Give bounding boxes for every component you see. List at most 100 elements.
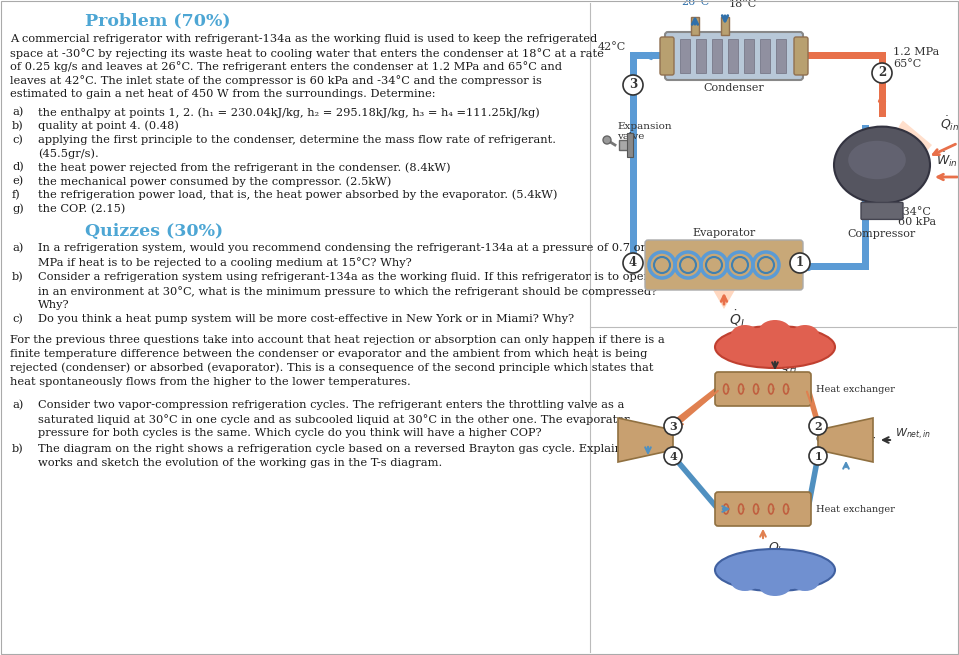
Ellipse shape — [731, 573, 759, 591]
Text: $W_{net,in}$: $W_{net,in}$ — [895, 426, 931, 441]
Text: Why?: Why? — [38, 299, 70, 310]
Polygon shape — [618, 418, 673, 462]
Ellipse shape — [834, 126, 930, 204]
Text: f): f) — [12, 190, 21, 200]
Bar — [776, 39, 786, 73]
Bar — [760, 39, 770, 73]
Wedge shape — [894, 121, 932, 174]
FancyBboxPatch shape — [645, 240, 803, 290]
Text: valve: valve — [617, 132, 644, 141]
Text: A commercial refrigerator with refrigerant-134a as the working fluid is used to : A commercial refrigerator with refrigera… — [10, 34, 597, 44]
FancyBboxPatch shape — [715, 492, 811, 526]
Bar — [630, 190, 637, 270]
Text: 4: 4 — [629, 257, 637, 269]
Text: the COP. (2.15): the COP. (2.15) — [38, 204, 126, 214]
Text: 4: 4 — [669, 451, 677, 462]
Ellipse shape — [848, 141, 906, 179]
Text: leaves at 42°C. The inlet state of the compressor is 60 kPa and -34°C and the co: leaves at 42°C. The inlet state of the c… — [10, 75, 542, 86]
Text: $\dot{W}_{in}$: $\dot{W}_{in}$ — [936, 151, 958, 169]
Ellipse shape — [715, 326, 835, 368]
Text: a): a) — [12, 244, 23, 253]
Bar — [691, 17, 699, 35]
Text: 2: 2 — [877, 67, 886, 79]
FancyBboxPatch shape — [715, 372, 811, 406]
FancyBboxPatch shape — [665, 32, 803, 80]
Text: Warm
environment: Warm environment — [738, 333, 812, 352]
Text: –34°C: –34°C — [898, 208, 932, 217]
Ellipse shape — [759, 576, 791, 596]
Text: space at -30°C by rejecting its waste heat to cooling water that enters the cond: space at -30°C by rejecting its waste he… — [10, 48, 604, 59]
Bar — [630, 52, 668, 59]
Bar — [862, 125, 869, 270]
Text: Consider a refrigeration system using refrigerant-134a as the working fluid. If : Consider a refrigeration system using re… — [38, 272, 667, 282]
Text: c): c) — [12, 314, 23, 325]
Bar — [696, 39, 706, 73]
Text: 3: 3 — [629, 79, 637, 92]
Text: d): d) — [12, 162, 24, 172]
Circle shape — [664, 417, 682, 435]
Ellipse shape — [715, 549, 835, 591]
Text: Heat exchanger: Heat exchanger — [816, 384, 895, 394]
Bar — [712, 39, 722, 73]
Ellipse shape — [731, 325, 759, 345]
Bar — [728, 39, 738, 73]
Text: Quizzes (30%): Quizzes (30%) — [85, 223, 223, 240]
Bar — [680, 39, 690, 73]
FancyBboxPatch shape — [861, 202, 903, 219]
Text: e): e) — [12, 176, 23, 186]
Text: the mechanical power consumed by the compressor. (2.5kW): the mechanical power consumed by the com… — [38, 176, 391, 187]
Text: estimated to gain a net heat of 450 W from the surroundings. Determine:: estimated to gain a net heat of 450 W fr… — [10, 89, 435, 99]
Text: Evaporator: Evaporator — [692, 228, 756, 238]
Text: b): b) — [12, 121, 24, 131]
Circle shape — [809, 417, 827, 435]
Text: g): g) — [12, 204, 24, 214]
Text: in an environment at 30°C, what is the minimum pressure to which the refrigerant: in an environment at 30°C, what is the m… — [38, 286, 657, 297]
Circle shape — [809, 447, 827, 465]
Text: MPa if heat is to be rejected to a cooling medium at 15°C? Why?: MPa if heat is to be rejected to a cooli… — [38, 257, 411, 268]
Text: Compressor: Compressor — [848, 229, 916, 239]
Circle shape — [664, 447, 682, 465]
FancyBboxPatch shape — [794, 37, 808, 75]
Text: 3: 3 — [669, 421, 677, 432]
Text: works and sketch the evolution of the working gas in the T-s diagram.: works and sketch the evolution of the wo… — [38, 458, 442, 468]
Text: 60 kPa: 60 kPa — [898, 217, 936, 227]
Text: The diagram on the right shows a refrigeration cycle based on a reversed Brayton: The diagram on the right shows a refrige… — [38, 444, 662, 454]
Text: In a refrigeration system, would you recommend condensing the refrigerant-134a a: In a refrigeration system, would you rec… — [38, 244, 667, 253]
Bar — [744, 39, 754, 73]
Text: Compressor: Compressor — [816, 436, 876, 445]
Text: a): a) — [12, 400, 23, 411]
Text: the heat power rejected from the refrigerant in the condenser. (8.4kW): the heat power rejected from the refrige… — [38, 162, 451, 173]
Text: (45.5gr/s).: (45.5gr/s). — [38, 149, 99, 159]
Text: 26°C: 26°C — [681, 0, 709, 7]
Text: a): a) — [12, 107, 23, 117]
Text: Condenser: Condenser — [704, 83, 764, 93]
Text: 2: 2 — [814, 421, 822, 432]
Text: 1.2 MPa: 1.2 MPa — [893, 47, 939, 57]
Text: b): b) — [12, 272, 24, 282]
Text: Heat exchanger: Heat exchanger — [816, 504, 895, 514]
Text: $\dot{Q}_L$: $\dot{Q}_L$ — [729, 309, 747, 330]
Circle shape — [872, 63, 892, 83]
Text: the refrigeration power load, that is, the heat power absorbed by the evaporator: the refrigeration power load, that is, t… — [38, 190, 557, 200]
Text: applying the first principle to the condenser, determine the mass flow rate of r: applying the first principle to the cond… — [38, 134, 556, 145]
Text: quality at point 4. (0.48): quality at point 4. (0.48) — [38, 121, 179, 132]
Text: Cold
refrigerated space: Cold refrigerated space — [725, 560, 826, 580]
Wedge shape — [709, 279, 739, 309]
Bar — [800, 52, 886, 59]
Bar — [619, 140, 631, 150]
Circle shape — [603, 136, 611, 144]
Text: saturated liquid at 30°C in one cycle and as subcooled liquid at 30°C in the oth: saturated liquid at 30°C in one cycle an… — [38, 414, 630, 425]
Text: $Q_H$: $Q_H$ — [780, 360, 798, 375]
Text: Consider two vapor-compression refrigeration cycles. The refrigerant enters the : Consider two vapor-compression refrigera… — [38, 400, 624, 411]
Bar — [630, 54, 637, 190]
Bar — [721, 17, 729, 35]
Text: pressure for both cycles is the same. Which cycle do you think will have a highe: pressure for both cycles is the same. Wh… — [38, 428, 542, 438]
Circle shape — [790, 253, 810, 273]
Text: finite temperature difference between the condenser or evaporator and the ambien: finite temperature difference between th… — [10, 349, 647, 359]
Text: $Q_L$: $Q_L$ — [768, 541, 784, 556]
Text: $\dot{Q}_{in}$: $\dot{Q}_{in}$ — [940, 115, 959, 133]
Bar — [879, 55, 886, 117]
Text: Turbine: Turbine — [620, 436, 660, 445]
Text: Expansion: Expansion — [617, 122, 671, 131]
Text: rejected (condenser) or absorbed (evaporator). This is a consequence of the seco: rejected (condenser) or absorbed (evapor… — [10, 363, 653, 373]
